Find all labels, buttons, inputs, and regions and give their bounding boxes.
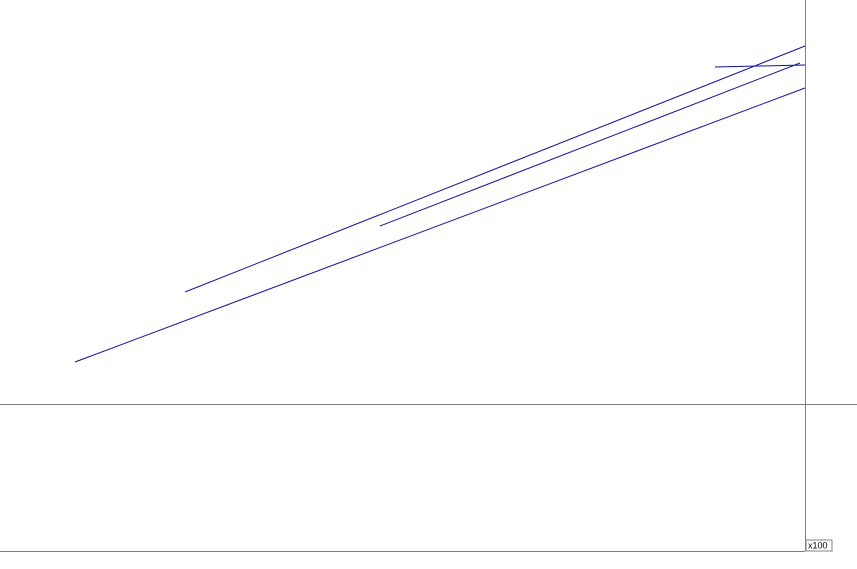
trendline (379, 62, 801, 227)
trendline (74, 87, 806, 363)
trendline (184, 45, 806, 293)
unit-label: x100 (808, 540, 828, 550)
trendlines (74, 45, 806, 363)
unit-box (805, 539, 833, 552)
trendline (714, 64, 806, 68)
